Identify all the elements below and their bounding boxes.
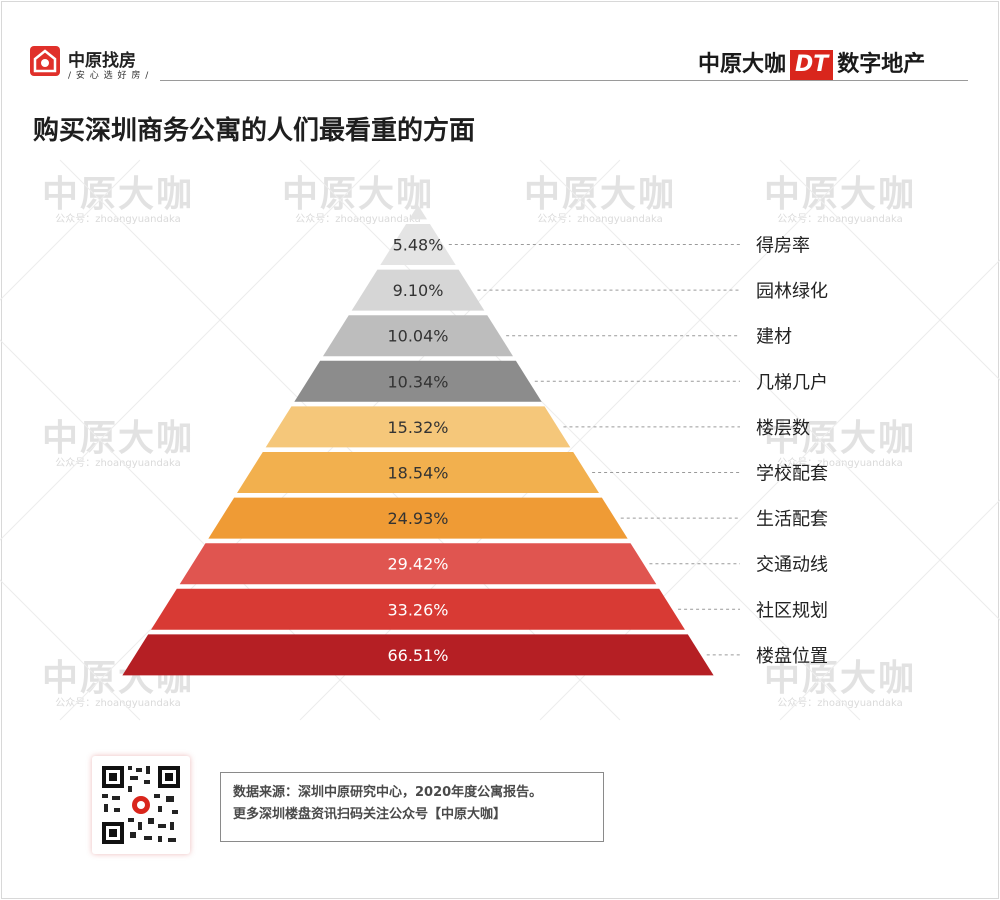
category-label: 几梯几户 [756, 372, 828, 393]
pyramid-band [151, 588, 685, 630]
brand-slogan: / 安 心 选 好 房 / [68, 71, 150, 81]
pyramid-band [208, 497, 628, 539]
watermark: 中原大咖公众号：zhoangyuandaka [763, 658, 916, 710]
data-label: 29.42% [387, 555, 448, 574]
data-label: 9.10% [393, 281, 444, 300]
brand-right-c: 数字地产 [837, 52, 926, 77]
house-logo-icon [30, 46, 60, 76]
source-box: 数据来源：深圳中原研究中心，2020年度公寓报告。 更多深圳楼盘资讯扫码关注公众… [220, 772, 604, 842]
page-title: 购买深圳商务公寓的人们最看重的方面 [33, 116, 476, 146]
category-label: 楼层数 [756, 418, 810, 439]
zhongyuan-daka-dt-logo: 中原大咖 DT 数字地产 [698, 46, 925, 80]
pyramid-chart: 5.48% 得房率 9.10% 园林绿化 10.04% 建材 10.34% 几梯几户 15.32… [0, 159, 1000, 721]
pyramid-apex [408, 205, 428, 220]
qr-code [92, 756, 190, 854]
pyramid-band [265, 406, 571, 448]
source-line-1: 数据来源：深圳中原研究中心，2020年度公寓报告。 [233, 785, 543, 800]
brand-right-a: 中原大咖 [698, 52, 787, 77]
pyramid-band [122, 634, 714, 676]
data-label: 5.48% [393, 236, 444, 255]
zhongyuan-zhaofang-logo: 中原找房 / 安 心 选 好 房 / [30, 44, 160, 84]
watermark-line [779, 159, 1000, 381]
brand-name: 中原找房 [68, 51, 136, 71]
pyramid-band [380, 224, 456, 265]
data-label: 66.51% [387, 646, 448, 665]
qr-code-icon [100, 764, 182, 846]
category-label: 建材 [756, 327, 792, 348]
data-label: 18.54% [387, 464, 448, 483]
category-label: 园林绿化 [756, 281, 828, 302]
watermark: 中原大咖公众号：zhoangyuandaka [41, 174, 194, 226]
pyramid-band [294, 360, 542, 402]
pyramid-band [351, 269, 485, 311]
pyramid-band [237, 452, 599, 493]
brand-right-dt: DT [790, 50, 834, 80]
watermark: 中原大咖公众号：zhoangyuandaka [41, 418, 194, 470]
category-label: 学校配套 [756, 464, 828, 485]
data-label: 24.93% [387, 509, 448, 528]
watermark-line [0, 159, 381, 541]
source-line-2: 更多深圳楼盘资讯扫码关注公众号【中原大咖】 [233, 807, 507, 822]
watermark-line [0, 159, 141, 301]
category-label: 社区规划 [756, 600, 828, 621]
watermark: 中原大咖公众号：zhoangyuandaka [281, 174, 434, 226]
watermark-line [779, 499, 1000, 721]
data-label: 33.26% [387, 600, 448, 619]
category-label: 生活配套 [756, 509, 828, 530]
data-label: 10.04% [387, 327, 448, 346]
watermark: 中原大咖公众号：zhoangyuandaka [763, 418, 916, 470]
category-label: 楼盘位置 [756, 646, 828, 667]
pyramid-band [322, 315, 514, 357]
pyramid-band [179, 543, 657, 585]
data-label: 15.32% [387, 418, 448, 437]
watermark-line [0, 579, 141, 721]
category-label: 得房率 [756, 236, 810, 257]
category-label: 交通动线 [756, 555, 828, 576]
data-label: 10.34% [387, 372, 448, 391]
header-divider [160, 80, 968, 81]
